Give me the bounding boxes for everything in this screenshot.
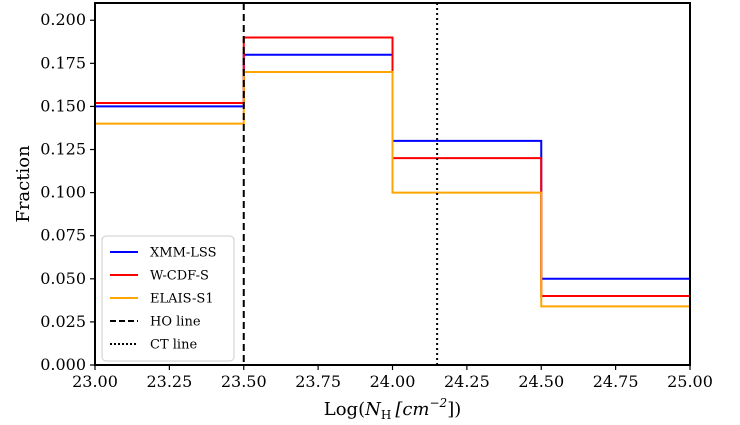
y-axis-label: Fraction [13,145,34,223]
x-axis-label: Log(NH [cm−2]) [324,396,461,422]
y-tick-label: 0.125 [40,140,86,159]
legend: XMM-LSS W-CDF-S ELAIS-S1 HO line CT line [101,235,235,362]
x-tick-label: 23.75 [295,372,341,391]
x-tick-label: 24.00 [370,372,416,391]
legend-label: CT line [150,338,197,353]
x-tick-label: 24.25 [444,372,490,391]
x-tick-label: 25.00 [667,372,713,391]
x-tick-label: 23.00 [72,372,118,391]
y-tick-label: 0.075 [40,226,86,245]
y-tick-label: 0.150 [40,96,86,115]
y-tick-label: 0.175 [40,53,86,72]
y-tick-label: 0.100 [40,183,86,202]
y-tick-label: 0.050 [40,269,86,288]
legend-label: W-CDF-S [150,269,209,284]
legend-label: HO line [150,315,201,330]
x-tick-label: 24.75 [593,372,639,391]
x-tick-label: 23.50 [221,372,267,391]
y-tick-label: 0.200 [40,10,86,29]
x-tick-label: 24.50 [518,372,564,391]
legend-label: XMM-LSS [150,246,217,261]
x-axis-ticks: 23.00 23.25 23.50 23.75 24.00 24.25 24.50 24.75… [72,365,713,391]
legend-label: ELAIS-S1 [150,292,214,307]
x-tick-label: 23.25 [146,372,192,391]
y-axis-ticks: 0.000 0.025 0.050 0.075 0.100 0.125 0.150 0.175… [40,10,95,374]
y-tick-label: 0.000 [40,355,86,374]
y-tick-label: 0.025 [40,312,86,331]
legend-box [101,235,235,362]
reference-lines [242,3,439,365]
